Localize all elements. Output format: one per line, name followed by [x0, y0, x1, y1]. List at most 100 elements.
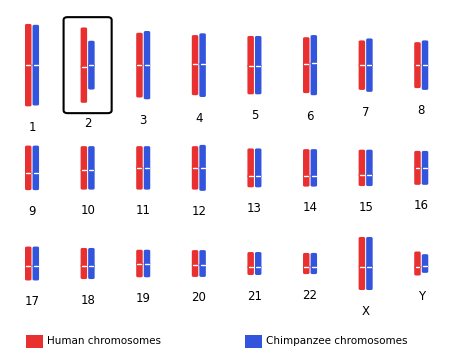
FancyBboxPatch shape: [255, 252, 262, 268]
FancyBboxPatch shape: [144, 166, 150, 190]
FancyBboxPatch shape: [414, 42, 421, 66]
FancyBboxPatch shape: [200, 62, 206, 97]
FancyBboxPatch shape: [144, 250, 150, 265]
FancyBboxPatch shape: [192, 263, 198, 277]
Text: 12: 12: [191, 205, 206, 218]
FancyBboxPatch shape: [81, 146, 87, 172]
Text: Chimpanzee chromosomes: Chimpanzee chromosomes: [266, 336, 408, 346]
Text: Y: Y: [418, 290, 425, 303]
FancyBboxPatch shape: [303, 62, 310, 93]
FancyBboxPatch shape: [33, 146, 39, 175]
FancyBboxPatch shape: [247, 36, 254, 67]
FancyBboxPatch shape: [144, 31, 150, 66]
Text: 11: 11: [136, 204, 151, 217]
FancyBboxPatch shape: [88, 248, 95, 267]
FancyBboxPatch shape: [310, 265, 317, 274]
Text: 22: 22: [302, 289, 318, 302]
FancyBboxPatch shape: [25, 247, 31, 267]
FancyBboxPatch shape: [200, 250, 206, 266]
FancyBboxPatch shape: [136, 146, 143, 169]
FancyBboxPatch shape: [200, 145, 206, 169]
Text: 7: 7: [362, 106, 369, 119]
FancyBboxPatch shape: [247, 266, 254, 275]
FancyBboxPatch shape: [25, 24, 31, 66]
FancyBboxPatch shape: [88, 265, 95, 279]
FancyBboxPatch shape: [88, 64, 95, 90]
FancyBboxPatch shape: [88, 146, 95, 172]
Text: 19: 19: [136, 292, 151, 305]
FancyBboxPatch shape: [136, 64, 143, 97]
FancyBboxPatch shape: [414, 151, 421, 169]
FancyBboxPatch shape: [359, 174, 365, 186]
Text: 10: 10: [80, 204, 95, 217]
FancyBboxPatch shape: [247, 149, 254, 177]
FancyBboxPatch shape: [136, 250, 143, 265]
FancyBboxPatch shape: [359, 150, 365, 176]
Text: 17: 17: [25, 295, 39, 308]
FancyBboxPatch shape: [303, 37, 310, 65]
FancyBboxPatch shape: [136, 166, 143, 190]
FancyBboxPatch shape: [136, 262, 143, 277]
Text: 14: 14: [302, 201, 318, 214]
Text: 5: 5: [251, 109, 258, 122]
FancyBboxPatch shape: [414, 166, 421, 185]
FancyBboxPatch shape: [359, 64, 365, 90]
Text: 1: 1: [28, 121, 36, 134]
Text: 4: 4: [195, 111, 202, 125]
FancyBboxPatch shape: [88, 41, 95, 66]
FancyBboxPatch shape: [144, 146, 150, 169]
FancyBboxPatch shape: [81, 27, 87, 68]
FancyBboxPatch shape: [366, 265, 373, 290]
Text: 2: 2: [84, 117, 91, 130]
Text: 18: 18: [80, 293, 95, 307]
FancyBboxPatch shape: [200, 33, 206, 65]
Text: 8: 8: [418, 105, 425, 117]
FancyBboxPatch shape: [245, 335, 262, 348]
FancyBboxPatch shape: [144, 64, 150, 99]
FancyBboxPatch shape: [414, 251, 421, 268]
FancyBboxPatch shape: [255, 36, 262, 67]
FancyBboxPatch shape: [192, 166, 198, 190]
FancyBboxPatch shape: [366, 150, 373, 176]
FancyBboxPatch shape: [81, 65, 87, 103]
FancyBboxPatch shape: [192, 250, 198, 266]
FancyBboxPatch shape: [366, 237, 373, 268]
FancyBboxPatch shape: [303, 253, 310, 268]
FancyBboxPatch shape: [33, 264, 39, 281]
Text: 6: 6: [306, 110, 314, 123]
FancyBboxPatch shape: [255, 175, 262, 187]
FancyBboxPatch shape: [414, 64, 421, 88]
Text: 9: 9: [28, 205, 36, 218]
FancyBboxPatch shape: [33, 172, 39, 190]
Text: X: X: [362, 305, 370, 318]
FancyBboxPatch shape: [247, 175, 254, 187]
FancyBboxPatch shape: [192, 62, 198, 95]
FancyBboxPatch shape: [81, 169, 87, 190]
FancyBboxPatch shape: [25, 146, 31, 175]
FancyBboxPatch shape: [144, 262, 150, 277]
FancyBboxPatch shape: [26, 335, 43, 348]
FancyBboxPatch shape: [310, 35, 317, 65]
FancyBboxPatch shape: [422, 40, 428, 66]
FancyBboxPatch shape: [359, 265, 365, 290]
FancyBboxPatch shape: [247, 64, 254, 94]
FancyBboxPatch shape: [81, 248, 87, 267]
FancyBboxPatch shape: [422, 151, 428, 169]
FancyBboxPatch shape: [422, 166, 428, 185]
FancyBboxPatch shape: [310, 62, 317, 95]
FancyBboxPatch shape: [310, 149, 317, 177]
FancyBboxPatch shape: [414, 266, 421, 276]
Text: 21: 21: [247, 290, 262, 302]
FancyBboxPatch shape: [33, 64, 39, 106]
FancyBboxPatch shape: [422, 254, 428, 268]
FancyBboxPatch shape: [303, 149, 310, 177]
FancyBboxPatch shape: [33, 247, 39, 267]
FancyBboxPatch shape: [310, 253, 317, 268]
FancyBboxPatch shape: [255, 149, 262, 177]
FancyBboxPatch shape: [192, 35, 198, 65]
FancyBboxPatch shape: [25, 64, 31, 106]
FancyBboxPatch shape: [81, 265, 87, 279]
FancyBboxPatch shape: [200, 263, 206, 277]
FancyBboxPatch shape: [88, 169, 95, 190]
Text: 15: 15: [358, 201, 373, 213]
